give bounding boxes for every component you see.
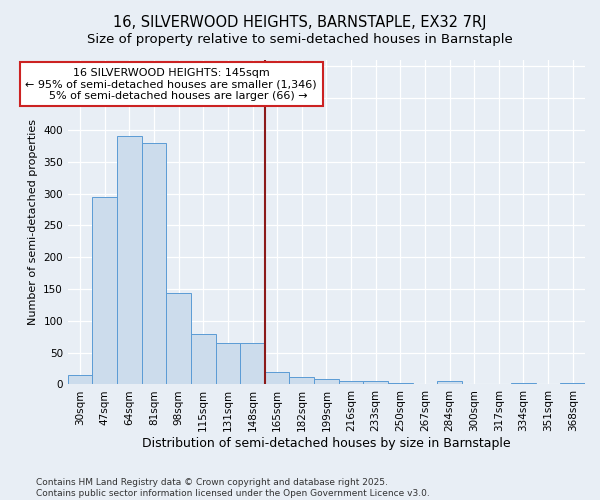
- Bar: [339, 380, 364, 384]
- Bar: [511, 382, 536, 384]
- Bar: [437, 382, 462, 384]
- Bar: [560, 382, 585, 384]
- Bar: [166, 294, 191, 384]
- Text: 16, SILVERWOOD HEIGHTS, BARNSTAPLE, EX32 7RJ: 16, SILVERWOOD HEIGHTS, BARNSTAPLE, EX32…: [113, 15, 487, 30]
- Bar: [314, 380, 339, 384]
- Bar: [117, 136, 142, 384]
- Bar: [364, 382, 388, 384]
- X-axis label: Distribution of semi-detached houses by size in Barnstaple: Distribution of semi-detached houses by …: [142, 437, 511, 450]
- Text: Size of property relative to semi-detached houses in Barnstaple: Size of property relative to semi-detach…: [87, 32, 513, 46]
- Bar: [68, 375, 92, 384]
- Bar: [240, 343, 265, 384]
- Bar: [92, 197, 117, 384]
- Bar: [191, 334, 215, 384]
- Bar: [215, 343, 240, 384]
- Bar: [142, 142, 166, 384]
- Text: 16 SILVERWOOD HEIGHTS: 145sqm
← 95% of semi-detached houses are smaller (1,346)
: 16 SILVERWOOD HEIGHTS: 145sqm ← 95% of s…: [25, 68, 317, 101]
- Bar: [265, 372, 289, 384]
- Text: Contains HM Land Registry data © Crown copyright and database right 2025.
Contai: Contains HM Land Registry data © Crown c…: [36, 478, 430, 498]
- Y-axis label: Number of semi-detached properties: Number of semi-detached properties: [28, 119, 38, 325]
- Bar: [289, 378, 314, 384]
- Bar: [388, 382, 413, 384]
